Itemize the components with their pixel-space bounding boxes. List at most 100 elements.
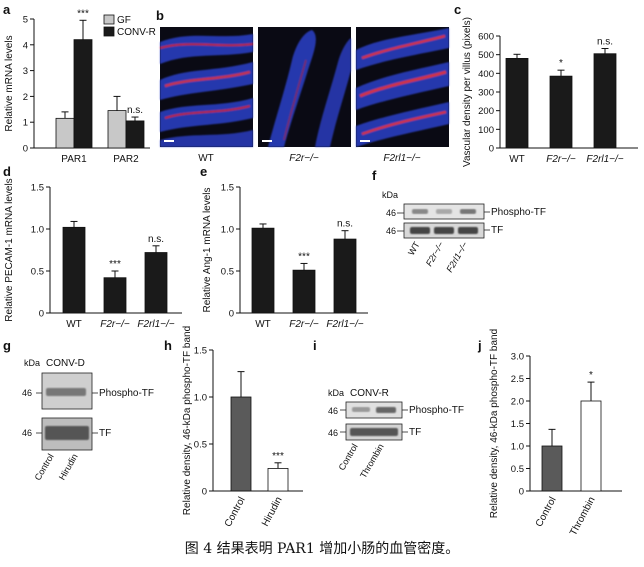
panel-letter-j: j: [477, 338, 482, 353]
x-tick-label-j: Control: [534, 495, 559, 529]
y-tick-label-c: 500: [478, 50, 494, 61]
y-tick-label-h: 1.0: [194, 393, 207, 404]
bar-j: [541, 445, 563, 492]
panel-letter-f: f: [372, 168, 377, 183]
bar-h: [267, 468, 289, 492]
x-tick-label-h: Control: [223, 495, 248, 529]
blot-f-lane-wt: WT: [406, 240, 422, 258]
y-tick-label-e: 1.5: [221, 183, 234, 194]
y-tick-label-e: 1.0: [221, 225, 234, 236]
blot-i-lane-thrombin: Thrombin: [358, 442, 386, 480]
panel-letter-d: d: [3, 164, 11, 179]
x-tick-label-h: Hirudin: [260, 495, 285, 528]
x-tick-label-d: F2r−/−: [100, 319, 130, 330]
bar-d: [103, 277, 127, 314]
y-tick-label-c: 400: [478, 69, 494, 80]
figure-4: a 0 1 2 3 4 5 Relative mRNA levels *** PAR1 n.s. PA…: [3, 2, 638, 538]
y-axis-label-a: Relative mRNA levels: [4, 35, 15, 131]
y-tick-label-d: 0.5: [31, 267, 44, 278]
blot-g-kda: kDa: [24, 358, 40, 368]
blot-f-kda: kDa: [382, 190, 398, 200]
blot-i-header: CONV-R: [350, 388, 389, 399]
chart-d: d 0 0.5 1.0 1.5 Relative PECAM-1 mRNA levels W…: [3, 164, 182, 330]
chart-j: j 0 0.5 1.0 1.5 2.0 2.5 3.0 Relative density, 46…: [477, 329, 622, 538]
y-tick-label-h: 0.5: [194, 440, 207, 451]
bar-e: [292, 269, 316, 314]
significance-label-a: n.s.: [127, 105, 143, 116]
y-tick-label-h: 0: [202, 487, 207, 498]
bar-c: [505, 58, 529, 149]
blot-g-lane-hirudin: Hirudin: [57, 452, 80, 482]
figure-caption: 图 4 结果表明 PAR1 增加小肠的血管密度。: [184, 541, 460, 557]
panel-g: g kDa CONV-D 46 46 Phospho-TF TF Control…: [3, 338, 154, 482]
bar-e: [333, 238, 357, 314]
y-tick-label-j: 0: [519, 487, 524, 498]
blot-f-marker-bottom: 46: [386, 226, 396, 236]
x-tick-label-a: PAR1: [61, 154, 87, 165]
y-tick-label-d: 0: [39, 309, 44, 320]
blot-i-marker-bottom: 46: [328, 428, 338, 438]
panel-letter-e: e: [200, 164, 207, 179]
y-tick-label-a: 2: [23, 92, 28, 103]
y-axis-label-c: Vascular density per villus (pixels): [462, 17, 473, 167]
blot-g-marker-bottom: 46: [22, 428, 32, 438]
panel-f: f kDa 46 46 Phospho-TF TF WT F2r−/− F2rl…: [372, 168, 546, 274]
micrograph-label-f2rl1-ko: F2rl1−/−: [383, 153, 420, 164]
y-tick-label-j: 1.0: [511, 442, 524, 453]
panel-letter-i: i: [313, 338, 317, 353]
legend-label-a: GF: [117, 15, 131, 26]
x-tick-label-e: F2rl1−/−: [326, 319, 363, 330]
legend-swatch-a: [103, 26, 115, 37]
blot-g-header: CONV-D: [46, 358, 85, 369]
significance-label-a: ***: [77, 8, 89, 19]
significance-label-d: ***: [109, 259, 121, 270]
y-axis-label-h: Relative density, 46-kDa phospho-TF band: [182, 326, 193, 515]
micrograph-f2rl1-ko: [356, 27, 449, 147]
legend-label-a: CONV-R: [117, 27, 156, 38]
y-tick-label-d: 1.0: [31, 225, 44, 236]
y-tick-label-j: 0.5: [511, 464, 524, 475]
y-tick-label-a: 0: [23, 144, 28, 155]
y-tick-label-j: 1.5: [511, 419, 524, 430]
panel-letter-b: b: [156, 8, 164, 23]
micrograph-label-wt: WT: [198, 153, 214, 164]
micrograph-f2r-ko: [258, 27, 351, 147]
blot-i-kda: kDa: [328, 388, 344, 398]
x-tick-label-c: F2r−/−: [546, 154, 576, 165]
y-axis-label-e: Relative Ang-1 mRNA levels: [202, 187, 213, 312]
x-tick-label-e: WT: [255, 319, 271, 330]
bar-d: [62, 226, 86, 314]
blot-i-label-tf: TF: [409, 427, 421, 438]
blot-f-label-phospho: Phospho-TF: [491, 207, 546, 218]
y-tick-label-c: 100: [478, 125, 494, 136]
bar-c: [549, 75, 573, 149]
blot-g-label-tf: TF: [99, 428, 111, 439]
panel-letter-a: a: [3, 2, 11, 17]
significance-label-c: n.s.: [597, 37, 613, 48]
y-tick-label-a: 3: [23, 66, 28, 77]
blot-g-lane-control: Control: [33, 452, 56, 482]
x-tick-label-d: F2rl1−/−: [137, 319, 174, 330]
significance-label-d: n.s.: [148, 234, 164, 245]
blot-f-lane-f2rl1: F2rl1−/−: [444, 240, 469, 274]
bar-c: [593, 53, 617, 149]
x-tick-label-e: F2r−/−: [289, 319, 319, 330]
y-tick-label-d: 1.5: [31, 183, 44, 194]
blot-i-lane-control: Control: [337, 442, 360, 472]
x-tick-label-c: F2rl1−/−: [586, 154, 623, 165]
panel-i: i kDa CONV-R 46 46 Phospho-TF TF Control…: [313, 338, 464, 480]
panel-letter-g: g: [3, 338, 11, 353]
micrograph-wt: [159, 27, 254, 147]
y-tick-label-e: 0: [229, 309, 234, 320]
blot-f-label-tf: TF: [491, 225, 503, 236]
x-tick-label-a: PAR2: [113, 154, 139, 165]
chart-c: c 0 100 200 300 400 500 600 Vascular density per…: [454, 2, 638, 167]
y-tick-label-a: 1: [23, 118, 28, 129]
blot-g-marker-top: 46: [22, 388, 32, 398]
y-tick-label-c: 0: [489, 144, 494, 155]
y-tick-label-c: 600: [478, 32, 494, 43]
significance-label-h: ***: [272, 451, 284, 462]
bar-a: [107, 110, 127, 149]
bar-e: [251, 227, 275, 314]
